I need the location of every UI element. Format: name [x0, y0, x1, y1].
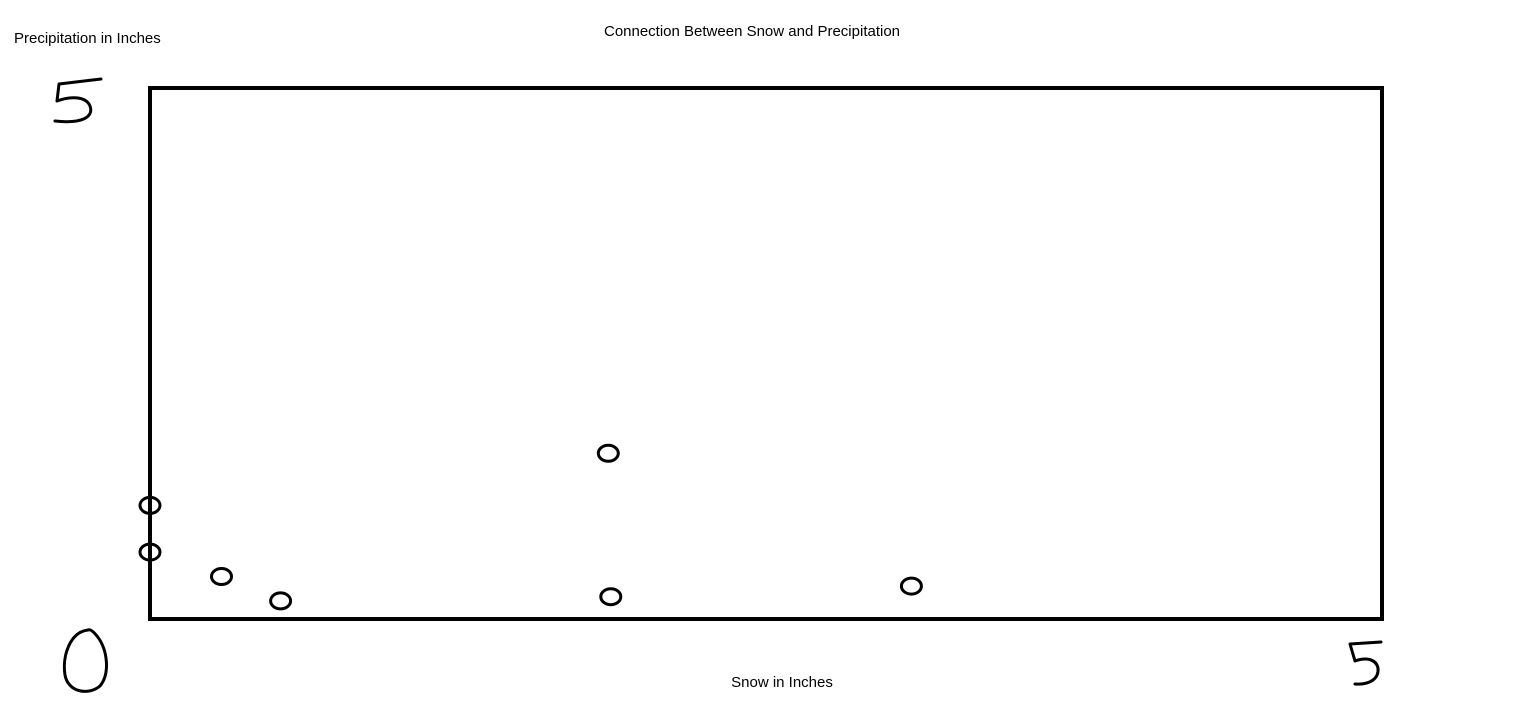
x-tick-label-5: 5: [1348, 640, 1383, 686]
plot-area-frame: [148, 86, 1384, 621]
x-axis-label: Snow in Inches: [731, 674, 833, 691]
chart-title: Connection Between Snow and Precipitatio…: [604, 23, 900, 40]
data-points: [138, 443, 923, 611]
data-point-3: [210, 567, 233, 586]
data-point-2: [138, 542, 162, 562]
x-tick-0-glyph: [62, 628, 108, 693]
data-point-6: [599, 587, 623, 607]
data-point-5: [596, 443, 620, 463]
y-tick-label-5: 5: [53, 77, 103, 124]
x-tick-label-0: 0: [62, 628, 108, 693]
y-axis-label: Precipitation in Inches: [14, 30, 161, 47]
y-tick-5-glyph: [53, 77, 103, 124]
data-point-1: [138, 495, 162, 515]
data-point-7: [899, 576, 923, 596]
x-tick-5-glyph: [1348, 640, 1383, 686]
data-point-4: [269, 591, 293, 611]
